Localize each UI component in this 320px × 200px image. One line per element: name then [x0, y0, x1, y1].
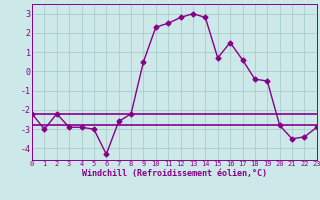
X-axis label: Windchill (Refroidissement éolien,°C): Windchill (Refroidissement éolien,°C) [82, 169, 267, 178]
